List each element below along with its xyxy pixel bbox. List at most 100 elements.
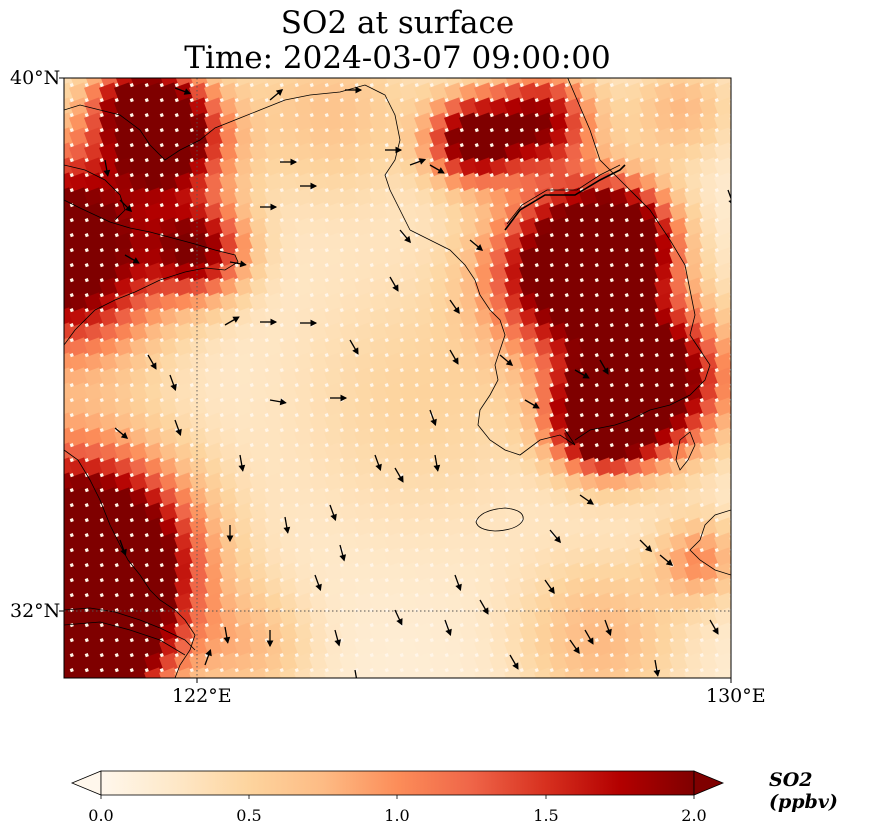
so2-cell [234, 532, 255, 553]
so2-cell [624, 652, 645, 673]
so2-cell [594, 187, 615, 208]
wind-arrow-head [120, 548, 127, 557]
so2-cell [369, 217, 390, 238]
so2-cell [594, 547, 615, 568]
so2-cell [414, 322, 435, 343]
so2-cell [549, 427, 570, 448]
so2-cell [729, 562, 731, 583]
so2-cell [219, 382, 240, 403]
so2-cell [654, 412, 675, 433]
wind-arrow-head [310, 182, 318, 190]
so2-cell [129, 217, 150, 238]
so2-cell [609, 337, 630, 358]
so2-cell [729, 202, 731, 223]
so2-cell [579, 427, 600, 448]
so2-cell [279, 97, 300, 118]
so2-cell [489, 622, 510, 643]
so2-cell [459, 247, 480, 268]
so2-cell [309, 97, 330, 118]
so2-cell [99, 517, 120, 538]
so2-cell [579, 442, 600, 463]
so2-cell [114, 277, 135, 298]
so2-cell [579, 622, 600, 643]
so2-cell [459, 127, 480, 148]
so2-cell [549, 397, 570, 418]
so2-cell [189, 472, 210, 493]
so2-cell [69, 142, 90, 163]
so2-cell [294, 202, 315, 223]
so2-cell [354, 322, 375, 343]
so2-cell [174, 502, 195, 523]
so2-cell [174, 172, 195, 193]
so2-cell [519, 112, 540, 133]
so2-cell [594, 82, 615, 103]
so2-cell [489, 682, 510, 703]
so2-cell [519, 97, 540, 118]
so2-cell [84, 127, 105, 148]
wind-arrow-head [396, 618, 403, 626]
so2-cell [609, 142, 630, 163]
so2-cell [534, 412, 555, 433]
so2-cell [264, 607, 285, 628]
wind-arrow-head [132, 257, 140, 264]
so2-cell [174, 78, 195, 88]
so2-cell [84, 232, 105, 253]
so2-cell [234, 247, 255, 268]
so2-cell [84, 97, 105, 118]
so2-cell [264, 472, 285, 493]
so2-cell [144, 562, 165, 583]
so2-cell [189, 412, 210, 433]
so2-cell [384, 78, 405, 88]
so2-cell [564, 397, 585, 418]
so2-cell [384, 547, 405, 568]
so2-cell [714, 157, 731, 178]
so2-cell [459, 592, 480, 613]
so2-cell [54, 682, 75, 703]
so2-cell [684, 502, 705, 523]
so2-cell [609, 127, 630, 148]
so2-cell [444, 127, 465, 148]
so2-cell [519, 607, 540, 628]
so2-cell [549, 487, 570, 508]
so2-cell [309, 427, 330, 448]
so2-cell [399, 502, 420, 523]
so2-cell [624, 82, 645, 103]
so2-cell [159, 457, 180, 478]
so2-cell [219, 352, 240, 373]
so2-cell [669, 157, 690, 178]
so2-cell [84, 82, 105, 103]
so2-cell [279, 532, 300, 553]
so2-cell [519, 637, 540, 658]
so2-cell [234, 562, 255, 583]
so2-cell [414, 412, 435, 433]
so2-cell [609, 247, 630, 268]
so2-cell [579, 562, 600, 583]
so2-cell [624, 172, 645, 193]
so2-cell [414, 292, 435, 313]
so2-cell [564, 78, 585, 88]
wind-arrow-head [573, 646, 580, 654]
so2-cell [429, 82, 450, 103]
so2-cell [159, 307, 180, 328]
so2-cell [264, 532, 285, 553]
so2-cell [234, 577, 255, 598]
so2-cell [609, 112, 630, 133]
so2-cell [714, 292, 731, 313]
so2-cell [204, 142, 225, 163]
so2-cell [249, 232, 270, 253]
so2-cell [159, 472, 180, 493]
so2-cell [504, 352, 525, 373]
so2-cell [69, 532, 90, 553]
so2-cell [549, 457, 570, 478]
so2-cell [84, 487, 105, 508]
so2-cell [474, 487, 495, 508]
so2-cell [579, 172, 600, 193]
so2-cell [459, 352, 480, 373]
so2-cell [354, 682, 375, 703]
so2-cell [624, 517, 645, 538]
so2-cell [594, 202, 615, 223]
wind-arrow-head [205, 648, 212, 657]
so2-cell [579, 112, 600, 133]
so2-cell [594, 232, 615, 253]
so2-cell [324, 97, 345, 118]
